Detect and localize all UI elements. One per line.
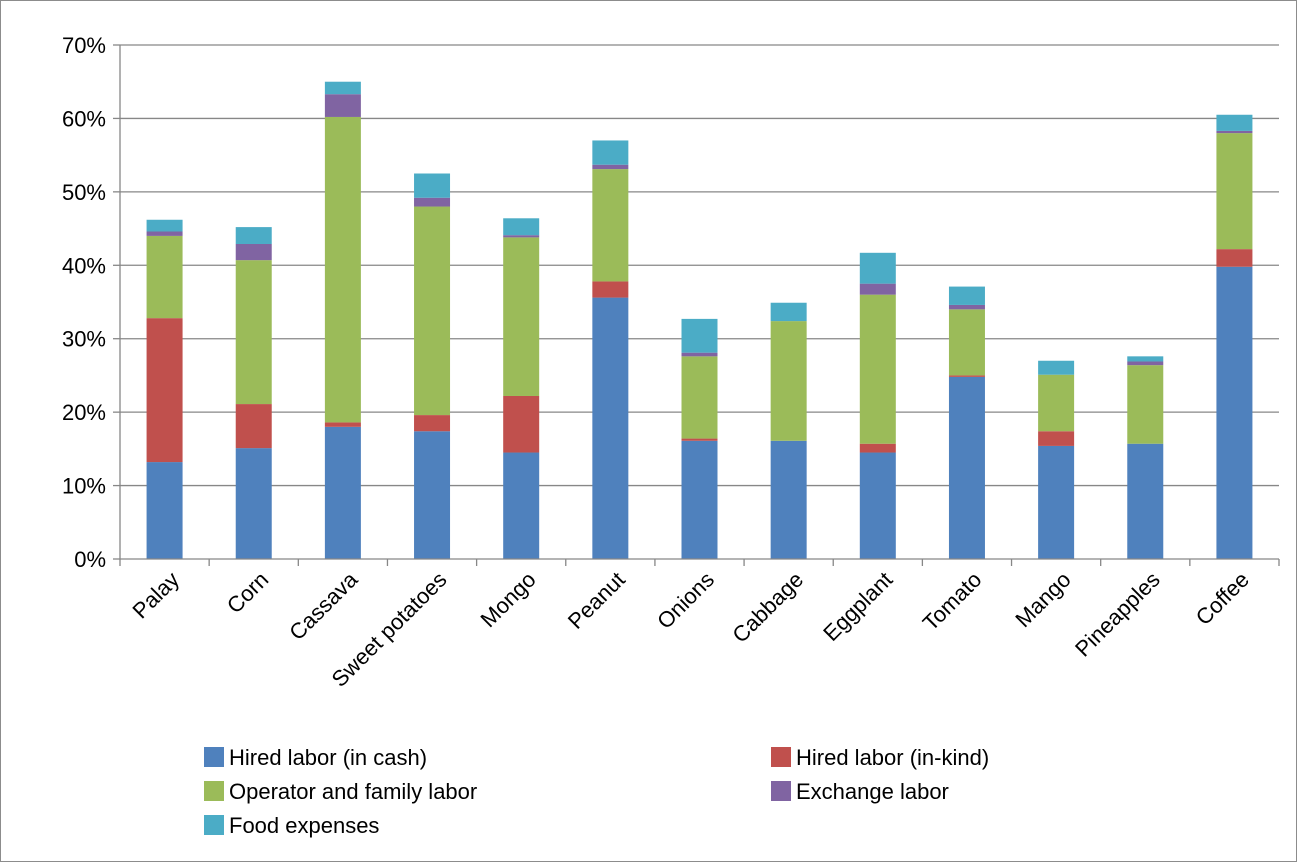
bar-segment — [681, 318, 718, 353]
bar-segment — [681, 356, 718, 439]
bar-segment — [235, 404, 272, 449]
bar-segment — [681, 438, 718, 441]
y-tick-label: 20% — [62, 400, 106, 425]
legend-label: Exchange labor — [796, 779, 949, 804]
bar-segment — [414, 173, 451, 198]
bar-segment — [1038, 445, 1075, 559]
bar-segment — [1216, 133, 1253, 250]
bar-segment — [146, 231, 183, 236]
bar-segment — [146, 318, 183, 463]
y-tick-label: 30% — [62, 327, 106, 352]
bar-segment — [592, 164, 629, 170]
bar-segment — [503, 218, 540, 236]
legend-swatch — [771, 781, 791, 801]
legend-swatch — [771, 747, 791, 767]
bar-segment — [859, 283, 896, 295]
bar-segment — [948, 375, 985, 377]
bar-segment — [859, 294, 896, 444]
bar-segment — [948, 376, 985, 559]
x-category-label: Mango — [1010, 567, 1075, 632]
bar-segment — [948, 309, 985, 376]
bar-segment — [414, 431, 451, 559]
x-category-label: Peanut — [563, 567, 630, 634]
bar-segment — [324, 426, 361, 559]
bar-segment — [235, 243, 272, 261]
bar-segment — [770, 302, 807, 322]
x-category-label: Palay — [128, 567, 185, 624]
bar-segment — [324, 422, 361, 427]
legend: Hired labor (in cash) Hired labor (in-kin… — [204, 745, 989, 838]
bar-segment — [146, 235, 183, 319]
y-tick-label: 40% — [62, 253, 106, 278]
bar-segment — [1127, 356, 1164, 362]
bar-segment — [1216, 249, 1253, 267]
bar-segment — [859, 252, 896, 284]
x-category-label: Coffee — [1191, 567, 1254, 630]
y-tick-label: 70% — [62, 33, 106, 58]
bars — [146, 81, 1253, 559]
bar-segment — [324, 81, 361, 95]
legend-label: Hired labor (in-kind) — [796, 745, 989, 770]
bar-segment — [503, 237, 540, 396]
bar-segment — [235, 227, 272, 244]
legend-swatch — [204, 781, 224, 801]
bar-segment — [503, 452, 540, 559]
bar-segment — [414, 206, 451, 416]
y-axis-tick-labels: 0% 10% 20% 30% 40% 50% 60% 70% — [62, 33, 106, 572]
bar-segment — [1127, 361, 1164, 366]
bar-segment — [770, 321, 807, 441]
x-category-label: Pineapples — [1070, 567, 1165, 662]
bar-segment — [324, 116, 361, 423]
bar-segment — [948, 286, 985, 305]
bar-segment — [1127, 443, 1164, 559]
bar-segment — [1038, 374, 1075, 432]
bar-segment — [146, 219, 183, 232]
x-category-label: Corn — [222, 567, 273, 618]
x-category-label: Cabbage — [727, 567, 808, 648]
y-tick-label: 0% — [74, 547, 106, 572]
legend-swatch — [204, 815, 224, 835]
bar-segment — [235, 260, 272, 405]
bar-segment — [1038, 431, 1075, 446]
bar-segment — [1038, 360, 1075, 375]
legend-label: Hired labor (in cash) — [229, 745, 427, 770]
bar-segment — [592, 281, 629, 298]
bar-segment — [503, 235, 540, 238]
bar-segment — [414, 197, 451, 207]
axes — [113, 44, 1280, 566]
x-category-label: Onions — [652, 567, 719, 634]
x-category-label: Cassava — [284, 566, 363, 645]
bar-segment — [1216, 266, 1253, 559]
bar-segment — [592, 140, 629, 165]
bar-segment — [681, 352, 718, 357]
x-category-label: Tomato — [918, 567, 987, 636]
bar-segment — [235, 448, 272, 559]
x-category-label: Mongo — [475, 567, 540, 632]
bar-segment — [146, 462, 183, 559]
bar-segment — [592, 297, 629, 559]
y-tick-label: 10% — [62, 474, 106, 499]
bar-segment — [414, 415, 451, 432]
bar-segment — [1127, 365, 1164, 444]
x-category-label: Eggplant — [818, 567, 897, 646]
bar-segment — [503, 395, 540, 453]
bar-segment — [324, 94, 361, 117]
legend-label: Operator and family labor — [229, 779, 477, 804]
bar-segment — [681, 440, 718, 559]
bar-segment — [1216, 114, 1253, 131]
bar-segment — [1216, 130, 1253, 134]
bar-segment — [859, 452, 896, 559]
legend-swatch — [204, 747, 224, 767]
y-tick-label: 60% — [62, 106, 106, 131]
bar-segment — [770, 440, 807, 559]
legend-label: Food expenses — [229, 813, 379, 838]
bar-segment — [948, 304, 985, 310]
y-tick-label: 50% — [62, 180, 106, 205]
bar-segment — [859, 443, 896, 453]
bar-segment — [592, 169, 629, 282]
